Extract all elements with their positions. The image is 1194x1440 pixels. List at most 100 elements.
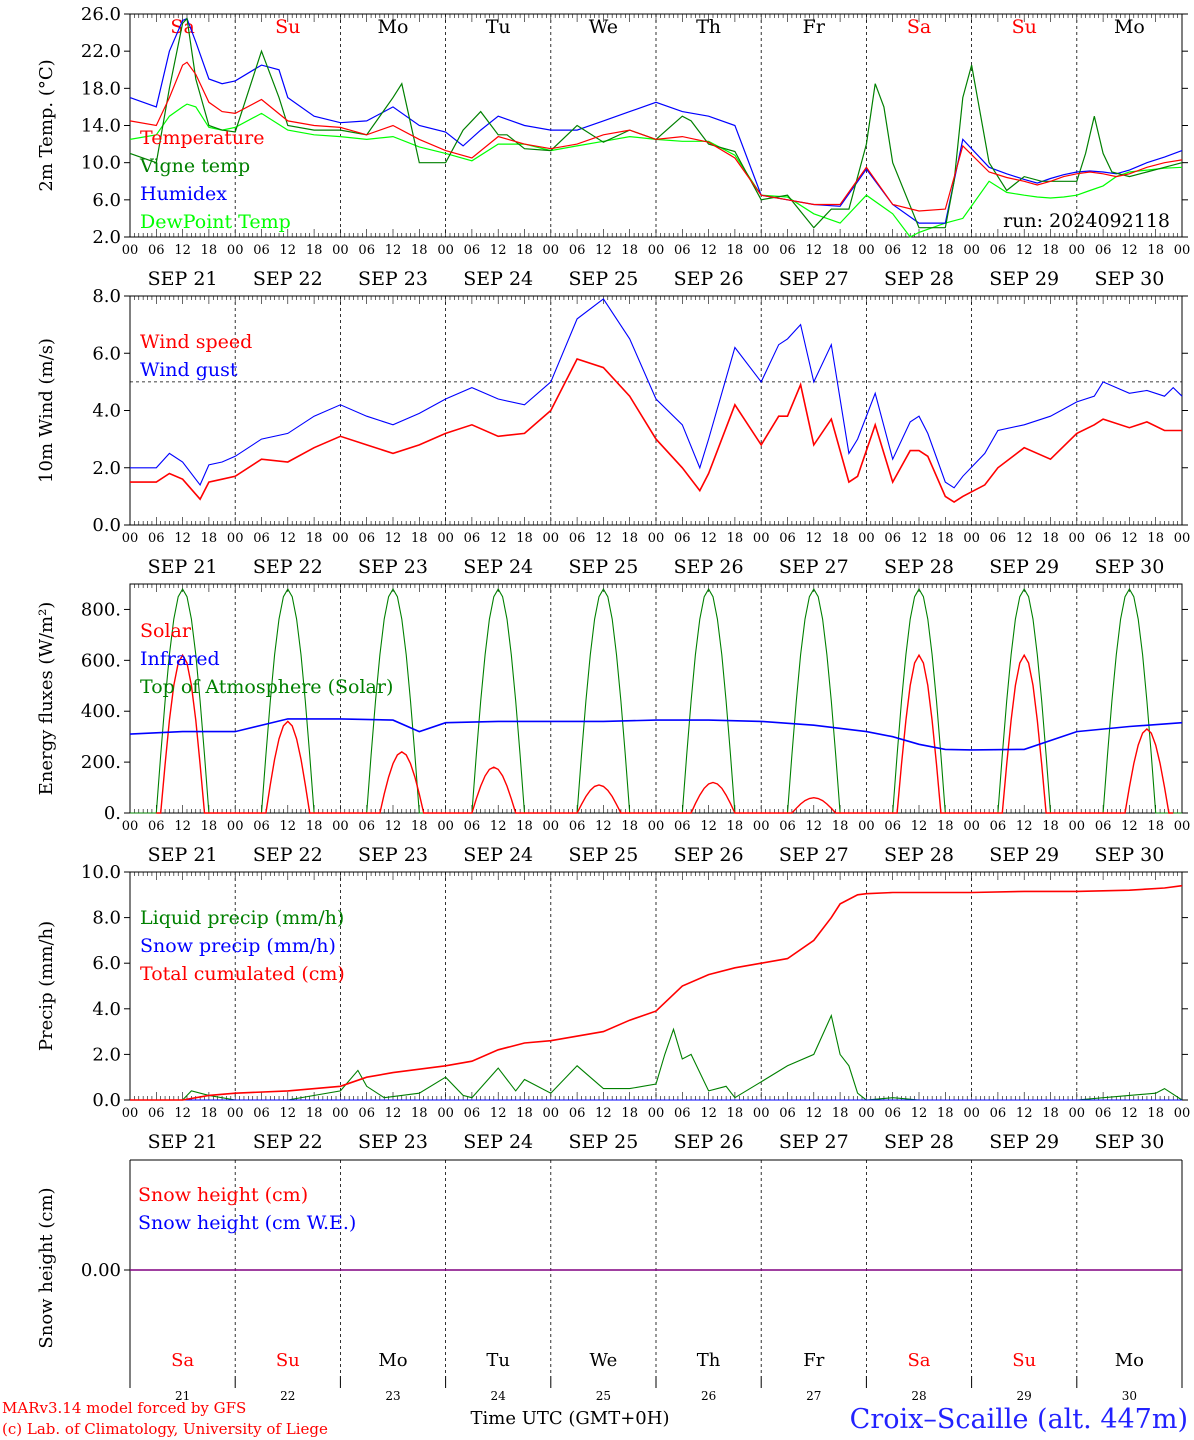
precip-panel-date-label: SEP 23 bbox=[358, 1131, 428, 1153]
temp-panel-hour-label: 06 bbox=[674, 243, 691, 258]
snow-panel-day-name: Fr bbox=[803, 1350, 824, 1371]
snow-panel-y-tick-label: 0.00 bbox=[81, 1260, 121, 1281]
temp-panel-run-annotation: run: 2024092118 bbox=[1003, 210, 1170, 232]
wind-panel-date-label: SEP 24 bbox=[463, 556, 533, 578]
temp-panel-hour-label: 06 bbox=[569, 243, 586, 258]
temp-panel-date-label: SEP 24 bbox=[463, 268, 533, 290]
wind-panel-hour-label: 00 bbox=[332, 531, 349, 546]
precip-panel-series-line bbox=[130, 1013, 1183, 1101]
wind-panel-hour-label: 12 bbox=[1121, 531, 1138, 546]
wind-panel-y-axis-label: 10m Wind (m/s) bbox=[36, 338, 57, 483]
temp-panel-hour-label: 12 bbox=[1016, 243, 1033, 258]
precip-panel-hour-label: 18 bbox=[1042, 1106, 1059, 1121]
energy-panel-hour-label: 18 bbox=[621, 819, 638, 834]
wind-panel-date-label: SEP 25 bbox=[568, 556, 638, 578]
wind-panel: 0.0 2.0 4.0 6.0 8.0 10m Wind (m/s) Wind speed W… bbox=[36, 286, 1190, 578]
wind-panel-hour-label: 00 bbox=[227, 531, 244, 546]
wind-panel-series-line bbox=[130, 298, 1183, 489]
temp-panel-series-line bbox=[129, 17, 1183, 224]
wind-panel-hour-label: 18 bbox=[411, 531, 428, 546]
energy-panel-hour-label: 00 bbox=[753, 819, 770, 834]
temp-panel-day-name: Sa bbox=[170, 16, 194, 38]
energy-panel-hour-label: 00 bbox=[227, 819, 244, 834]
wind-panel-hour-label: 00 bbox=[122, 531, 139, 546]
precip-panel-date-label: SEP 21 bbox=[148, 1131, 218, 1153]
snow-panel-legend-entry: Snow height (cm) bbox=[138, 1184, 308, 1206]
wind-panel-y-tick-label: 0.0 bbox=[92, 515, 121, 536]
temp-panel-y-axis-label: 2m Temp. (°C) bbox=[36, 59, 57, 191]
wind-panel-hour-label: 12 bbox=[911, 531, 928, 546]
temp-panel: 2.0 6.0 10.0 14.0 18.0 22.0 26.0 2m Temp. (°C) S… bbox=[36, 4, 1190, 290]
precip-panel-hour-label: 18 bbox=[1147, 1106, 1164, 1121]
precip-panel-hour-label: 12 bbox=[1121, 1106, 1138, 1121]
wind-panel-hour-label: 06 bbox=[569, 531, 586, 546]
energy-panel-y-tick-label: 0. bbox=[104, 803, 121, 824]
snow-panel-day-name: Sa bbox=[171, 1350, 194, 1371]
snow-panel-y-axis-label: Snow height (cm) bbox=[36, 1187, 57, 1348]
temp-panel-y-tick-label: 26.0 bbox=[81, 4, 121, 25]
energy-panel-hour-label: 18 bbox=[411, 819, 428, 834]
energy-panel-hour-label: 12 bbox=[911, 819, 928, 834]
snow-panel: 0.00 Snow height (cm) Snow height (cm) Snow… bbox=[36, 1159, 1183, 1403]
energy-panel-date-label: SEP 23 bbox=[358, 844, 428, 866]
precip-panel-hour-label: 18 bbox=[937, 1106, 954, 1121]
energy-panel-date-label: SEP 24 bbox=[463, 844, 533, 866]
wind-panel-date-label: SEP 29 bbox=[989, 556, 1059, 578]
energy-panel-date-label: SEP 29 bbox=[989, 844, 1059, 866]
snow-panel-day-number: 28 bbox=[911, 1389, 926, 1403]
precip-panel-hour-label: 00 bbox=[963, 1106, 980, 1121]
energy-panel-date-label: SEP 21 bbox=[148, 844, 218, 866]
precip-panel-hour-label: 12 bbox=[911, 1106, 928, 1121]
temp-panel-hour-label: 18 bbox=[621, 243, 638, 258]
energy-panel-hour-label: 12 bbox=[1121, 819, 1138, 834]
energy-panel-date-label: SEP 25 bbox=[568, 844, 638, 866]
energy-panel: 0. 200. 400. 600. 800. Energy fluxes (W/m²) So… bbox=[36, 583, 1190, 866]
snow-panel-day-name: Tu bbox=[486, 1350, 510, 1371]
precip-panel-y-axis-label: Precip (mm/h) bbox=[36, 921, 57, 1051]
temp-panel-hour-label: 06 bbox=[779, 243, 796, 258]
snow-panel-day-name: Sa bbox=[907, 1350, 930, 1371]
wind-panel-hour-label: 00 bbox=[543, 531, 560, 546]
snow-panel-day-name: We bbox=[590, 1350, 618, 1371]
precip-panel-legend-entry: Total cumulated (cm) bbox=[140, 963, 345, 985]
temp-panel-day-name: Mo bbox=[1114, 16, 1145, 38]
temp-panel-day-name: Th bbox=[696, 16, 721, 38]
wind-panel-hour-label: 18 bbox=[201, 531, 218, 546]
precip-panel-hour-label: 18 bbox=[832, 1106, 849, 1121]
temp-panel-series-line bbox=[129, 17, 1183, 229]
precip-panel-hour-label: 00 bbox=[648, 1106, 665, 1121]
energy-panel-date-label: SEP 28 bbox=[884, 844, 954, 866]
precip-panel-hour-label: 06 bbox=[990, 1106, 1007, 1121]
temp-panel-hour-label: 00 bbox=[1174, 243, 1191, 258]
energy-panel-hour-label: 06 bbox=[358, 819, 375, 834]
energy-panel-hour-label: 12 bbox=[700, 819, 717, 834]
temp-panel-hour-label: 12 bbox=[174, 243, 191, 258]
energy-panel-legend-entry: Solar bbox=[140, 620, 192, 642]
energy-panel-hour-label: 00 bbox=[1069, 819, 1086, 834]
snow-panel-day-number: 27 bbox=[806, 1389, 821, 1403]
energy-panel-hour-label: 06 bbox=[253, 819, 270, 834]
precip-panel-hour-label: 12 bbox=[1016, 1106, 1033, 1121]
wind-panel-hour-label: 18 bbox=[1147, 531, 1164, 546]
precip-panel-hour-label: 18 bbox=[727, 1106, 744, 1121]
energy-panel-hour-label: 12 bbox=[806, 819, 823, 834]
energy-panel-hour-label: 06 bbox=[148, 819, 165, 834]
temp-panel-hour-label: 18 bbox=[1042, 243, 1059, 258]
precip-panel-hour-label: 12 bbox=[280, 1106, 297, 1121]
energy-panel-hour-label: 18 bbox=[832, 819, 849, 834]
precip-panel-date-label: SEP 28 bbox=[884, 1131, 954, 1153]
temp-panel-hour-label: 18 bbox=[832, 243, 849, 258]
temp-panel-date-label: SEP 27 bbox=[779, 268, 849, 290]
temp-panel-date-label: SEP 25 bbox=[568, 268, 638, 290]
precip-panel: 0.0 2.0 4.0 6.0 8.0 10.0 Precip (mm/h) Liquid p… bbox=[36, 862, 1190, 1153]
precip-panel-date-label: SEP 29 bbox=[989, 1131, 1059, 1153]
snow-panel-day-number: 23 bbox=[385, 1389, 400, 1403]
precip-panel-hour-label: 06 bbox=[674, 1106, 691, 1121]
energy-panel-date-label: SEP 26 bbox=[674, 844, 744, 866]
precip-panel-hour-label: 18 bbox=[621, 1106, 638, 1121]
wind-panel-hour-label: 18 bbox=[937, 531, 954, 546]
wind-panel-date-label: SEP 28 bbox=[884, 556, 954, 578]
wind-panel-date-label: SEP 26 bbox=[674, 556, 744, 578]
energy-panel-hour-label: 06 bbox=[884, 819, 901, 834]
temp-panel-legend-entry: Temperature bbox=[140, 127, 264, 149]
